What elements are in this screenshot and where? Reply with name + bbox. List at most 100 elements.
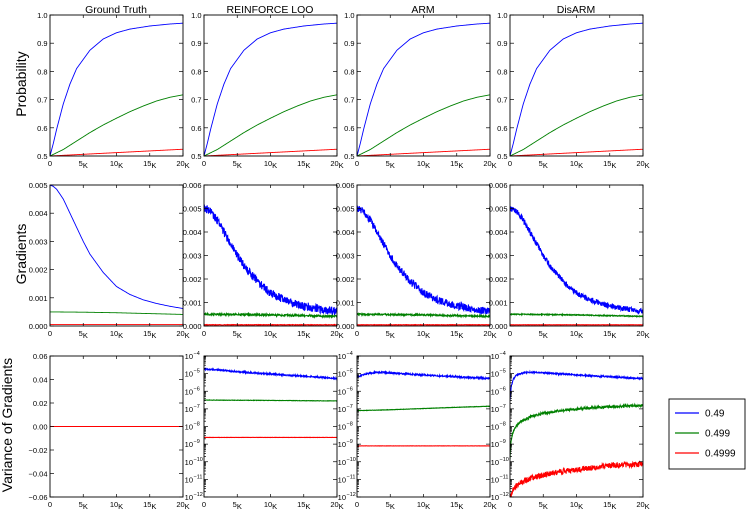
row-label-gradients: Gradients: [13, 224, 29, 285]
y-tick-exponent: −8: [347, 422, 353, 428]
y-tick-label: 10: [491, 387, 499, 396]
y-tick-label: 0.001: [336, 299, 355, 308]
x-tick-label: 5K: [233, 329, 242, 340]
x-tick-label: 0: [48, 500, 52, 509]
y-tick-exponent: −6: [347, 386, 353, 392]
x-tick-label: 0: [48, 329, 52, 338]
y-tick-label: 10: [185, 370, 193, 379]
y-tick-exponent: −5: [500, 369, 506, 375]
y-tick-exponent: −11: [194, 474, 203, 480]
y-tick-label: 10: [338, 387, 346, 396]
x-tick-label: 5K: [539, 329, 548, 340]
y-tick-label: 0.002: [29, 266, 48, 275]
y-tick-label: 0.02: [33, 399, 48, 408]
y-tick-label: 0.001: [183, 299, 202, 308]
x-tick-label: 10K: [417, 159, 430, 170]
y-tick-label: 0.005: [336, 205, 355, 214]
y-tick-exponent: −12: [194, 492, 203, 498]
y-tick-exponent: −10: [347, 457, 356, 463]
y-tick-exponent: −7: [500, 404, 506, 410]
x-tick-label: 0: [202, 500, 206, 509]
row-labels: Probability Gradients Variance of Gradie…: [0, 51, 29, 492]
panel-probability-ground-truth: 0 5K 10K 15K 20K 0.5 0.6 0.7 0.8 0.9 1.0: [37, 11, 190, 170]
panel-variance-of-gradients-ground-truth: 0 5K 10K 15K 20K −0.06 −0.04 −0.02 0.00 0.02 0.04 0…: [29, 352, 190, 511]
y-tick-exponent: −5: [194, 369, 200, 375]
y-tick-label: 10: [491, 405, 499, 414]
y-tick-label: 0.001: [489, 299, 508, 308]
series-line-0-4999: [510, 460, 643, 497]
y-tick-exponent: −11: [500, 474, 509, 480]
x-tick-label: 5K: [79, 500, 88, 511]
x-tick-label: 0: [202, 329, 206, 338]
series-group: [50, 22, 183, 156]
x-tick-label: 10K: [417, 500, 430, 511]
x-tick-label: 5K: [79, 329, 88, 340]
x-tick-label: 20K: [636, 159, 649, 170]
y-tick-exponent: −8: [500, 422, 506, 428]
y-tick-label: 0.006: [183, 181, 202, 190]
series-line-0-499: [50, 311, 183, 315]
y-tick-label: 0.5: [344, 152, 354, 161]
y-tick-label: 0.002: [336, 275, 355, 284]
y-tick-label: 0.003: [29, 237, 48, 246]
y-tick-exponent: −4: [500, 351, 506, 357]
series-group: [50, 185, 183, 326]
panel-frame: [509, 14, 644, 157]
y-tick-exponent: −9: [194, 439, 200, 445]
y-tick-label: 0.000: [183, 322, 202, 331]
y-tick-exponent: −6: [194, 386, 200, 392]
x-tick-label: 20K: [176, 329, 189, 340]
y-tick-label: 0.6: [191, 124, 201, 133]
y-tick-label: 0.004: [183, 228, 202, 237]
y-tick-label: 0.004: [29, 209, 48, 218]
legend-box: [668, 398, 746, 470]
y-tick-label: 0.9: [344, 39, 354, 48]
y-tick-label: 10: [338, 440, 346, 449]
y-tick-label: 0.000: [336, 322, 355, 331]
x-tick-label: 10K: [264, 329, 277, 340]
x-tick-label: 5K: [539, 159, 548, 170]
x-tick-label: 10K: [264, 500, 277, 511]
row-label-variance-of-gradients: Variance of Gradients: [0, 358, 15, 492]
y-tick-label: 10: [491, 475, 499, 484]
series-group: [204, 367, 337, 439]
x-tick-label: 5K: [386, 329, 395, 340]
panel-gradients-arm: 0 5K 10K 15K 20K 0.000 0.001 0.002 0.003 0.004 0.0…: [336, 181, 497, 340]
y-tick-label: 10: [338, 475, 346, 484]
y-tick-exponent: −7: [347, 404, 353, 410]
y-tick-label: 0.004: [489, 228, 508, 237]
y-tick-label: 1.0: [37, 11, 47, 20]
row-label-probability: Probability: [13, 51, 29, 116]
x-tick-label: 10K: [417, 329, 430, 340]
panel-frame: [49, 14, 184, 157]
series-line-0-499: [510, 402, 643, 460]
column-titles: Ground Truth REINFORCE LOO ARM DisARM: [85, 4, 595, 16]
legend-label-0-499: 0.499: [705, 429, 730, 440]
x-tick-label: 5K: [79, 159, 88, 170]
y-tick-label: 0.004: [336, 228, 355, 237]
y-tick-exponent: −10: [194, 457, 203, 463]
x-tick-label: 10K: [110, 500, 123, 511]
y-tick-label: 0.5: [191, 152, 201, 161]
series-line-0-49: [357, 369, 490, 381]
y-tick-label: 0.5: [497, 152, 507, 161]
series-group: [357, 205, 490, 326]
series-group: [510, 369, 643, 497]
series-line-0-49: [510, 22, 643, 156]
x-tick-label: 0: [355, 159, 359, 168]
series-group: [357, 369, 490, 447]
x-tick-label: 15K: [603, 329, 616, 340]
col-title-arm: ARM: [411, 4, 434, 16]
x-tick-label: 0: [48, 159, 52, 168]
y-tick-exponent: −9: [347, 439, 353, 445]
y-tick-label: 0.7: [344, 96, 354, 105]
x-tick-label: 20K: [636, 500, 649, 511]
x-tick-label: 15K: [450, 329, 463, 340]
y-tick-label: 0.7: [37, 96, 47, 105]
x-tick-label: 0: [508, 329, 512, 338]
x-tick-label: 20K: [483, 159, 496, 170]
x-tick-label: 15K: [450, 159, 463, 170]
panel-probability-arm: 0 5K 10K 15K 20K 0.5 0.6 0.7 0.8 0.9 1.0: [344, 11, 497, 170]
